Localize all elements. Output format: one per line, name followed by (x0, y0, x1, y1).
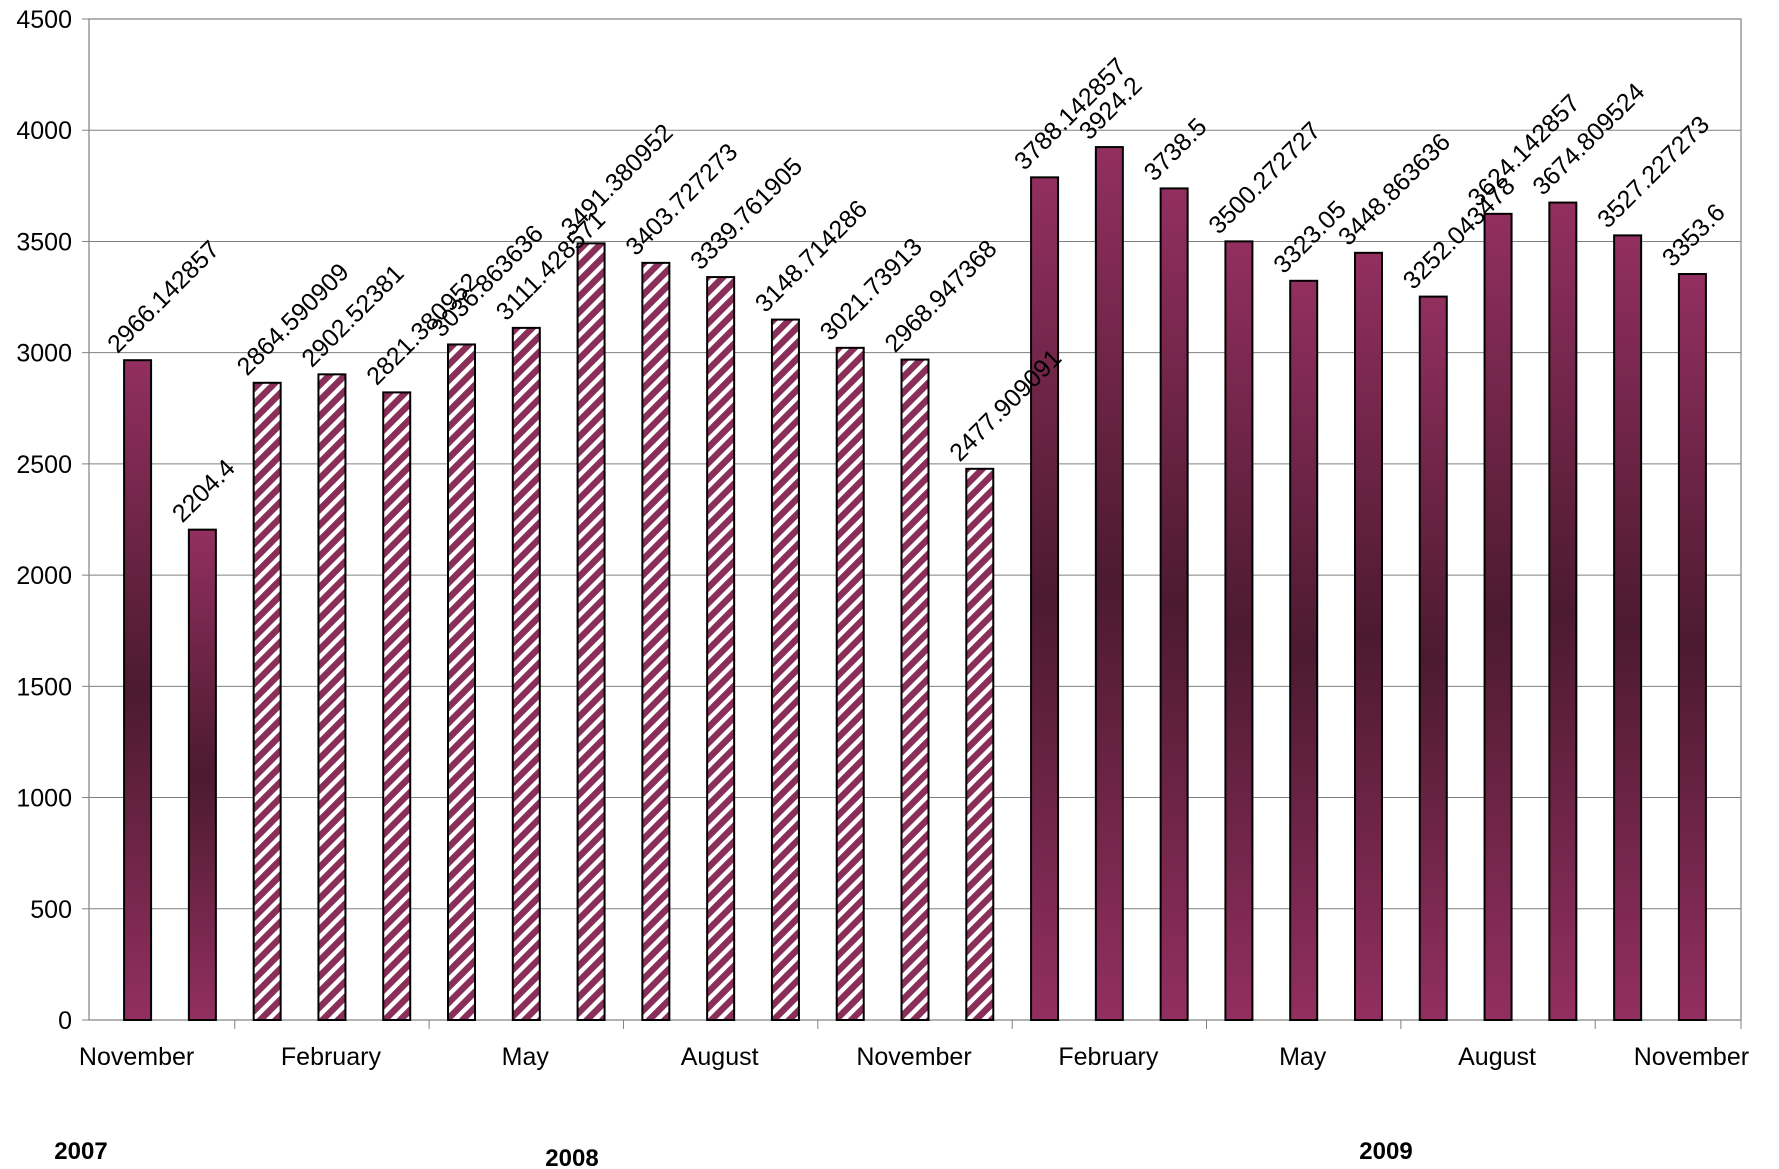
bar (900, 358, 930, 1021)
x-tick-label: May (1279, 1043, 1327, 1071)
data-label: 3353.6 (1657, 198, 1731, 272)
data-label: 2204.4 (167, 454, 241, 528)
x-tick-label: August (681, 1043, 759, 1071)
bar (1548, 201, 1578, 1022)
y-tick-label: 1000 (16, 785, 72, 813)
bar (1613, 234, 1643, 1022)
data-label: 3738.5 (1139, 113, 1213, 187)
bar (1094, 146, 1124, 1022)
x-tick-label: November (79, 1043, 194, 1071)
x-tick-label: May (502, 1043, 550, 1071)
bars (123, 146, 1707, 1022)
y-tick-label: 1500 (16, 673, 72, 701)
bar (123, 359, 153, 1021)
y-tick-label: 3000 (16, 340, 72, 368)
x-tick-label: November (856, 1043, 971, 1071)
bar (317, 373, 347, 1021)
year-label: 2007 (54, 1138, 107, 1165)
bar (576, 242, 606, 1022)
y-tick-label: 0 (58, 1007, 72, 1035)
bar (1677, 273, 1707, 1021)
x-tick-label: November (1634, 1043, 1749, 1071)
y-tick-label: 3500 (16, 228, 72, 256)
bar (965, 467, 995, 1021)
bar (382, 391, 412, 1021)
bar (252, 381, 282, 1021)
bar (1418, 295, 1448, 1021)
x-axis: November February May August November Februar… (79, 1020, 1749, 1071)
x-tick-label: February (1058, 1043, 1159, 1071)
year-label: 2008 (545, 1145, 598, 1169)
x-tick-label: February (281, 1043, 382, 1071)
bar (1224, 240, 1254, 1021)
bar (187, 528, 217, 1022)
bar (1483, 212, 1513, 1022)
bar (835, 346, 865, 1021)
data-label: 2966.142857 (102, 235, 225, 358)
bar (641, 261, 671, 1021)
y-tick-label: 4500 (16, 6, 72, 34)
year-label: 2009 (1359, 1138, 1412, 1165)
bar (706, 276, 736, 1022)
bar (447, 343, 477, 1021)
y-tick-label: 4000 (16, 117, 72, 145)
y-tick-label: 500 (30, 896, 72, 924)
bar (1289, 279, 1319, 1022)
bar (1030, 176, 1060, 1021)
x-tick-label: August (1458, 1043, 1536, 1071)
bar (1353, 251, 1383, 1021)
data-label: 3448.863636 (1333, 128, 1456, 251)
bar (1159, 187, 1189, 1022)
bar (770, 318, 800, 1021)
bar (511, 326, 541, 1021)
y-tick-label: 2500 (16, 451, 72, 479)
y-tick-label: 2000 (16, 562, 72, 590)
year-labels: 2007 2008 2009 (54, 1138, 1412, 1169)
y-axis: 0 500 1000 1500 2000 2500 3000 3500 4000 4500 (16, 6, 1742, 1035)
